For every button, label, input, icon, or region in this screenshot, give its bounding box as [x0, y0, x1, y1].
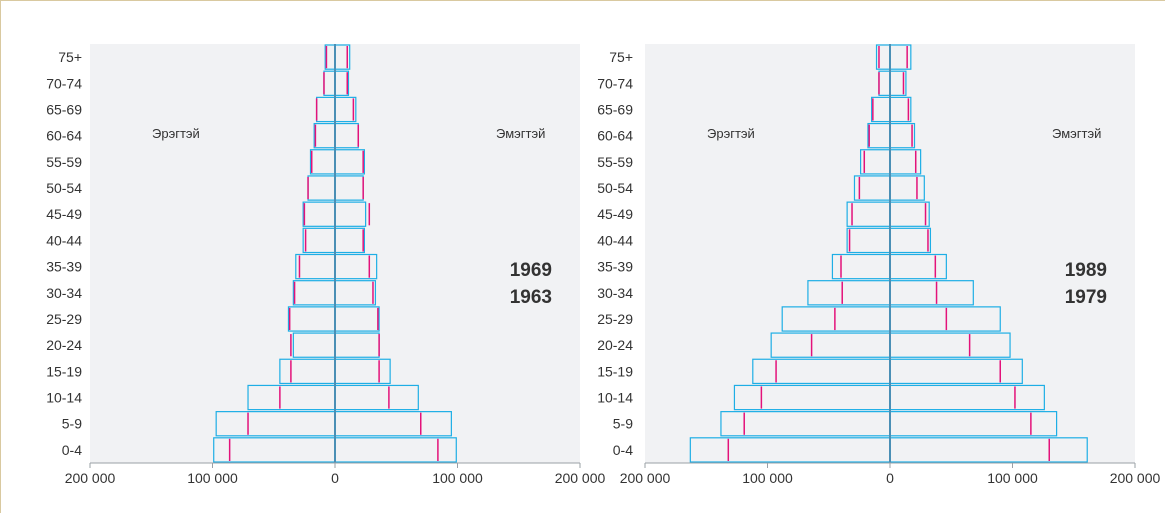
male-label: Эрэгтэй [707, 126, 755, 141]
age-label: 75+ [58, 49, 82, 65]
x-tick-label: 200 000 [555, 470, 606, 486]
x-tick-label: 100 000 [742, 470, 793, 486]
age-label: 55-59 [46, 154, 82, 170]
age-label: 45-49 [46, 206, 82, 222]
age-label: 50-54 [597, 180, 633, 196]
age-label: 40-44 [597, 232, 633, 248]
legend-year-bars: 1969 [510, 260, 552, 281]
age-label: 10-14 [597, 390, 633, 406]
age-label: 60-64 [597, 128, 633, 144]
x-tick-label: 0 [331, 470, 339, 486]
legend-year-markers: 1979 [1065, 287, 1107, 308]
age-label: 55-59 [597, 154, 633, 170]
legend-year-bars: 1989 [1065, 260, 1107, 281]
x-tick-label: 100 000 [187, 470, 238, 486]
x-tick-label: 200 000 [1110, 470, 1161, 486]
age-label: 75+ [609, 49, 633, 65]
x-tick-label: 100 000 [987, 470, 1038, 486]
age-label: 65-69 [46, 101, 82, 117]
age-label: 60-64 [46, 128, 82, 144]
x-tick-label: 200 000 [620, 470, 671, 486]
x-tick-label: 0 [886, 470, 894, 486]
age-label: 10-14 [46, 390, 82, 406]
age-label: 5-9 [613, 416, 633, 432]
age-label: 20-24 [46, 337, 82, 353]
age-label: 65-69 [597, 101, 633, 117]
age-label: 35-39 [46, 259, 82, 275]
age-label: 70-74 [46, 75, 82, 91]
x-tick-label: 100 000 [432, 470, 483, 486]
age-label: 35-39 [597, 259, 633, 275]
age-label: 15-19 [46, 363, 82, 379]
age-label: 30-34 [597, 285, 633, 301]
legend-year-markers: 1963 [510, 287, 552, 308]
female-label: Эмэгтэй [1052, 126, 1101, 141]
male-label: Эрэгтэй [152, 126, 200, 141]
x-tick-label: 200 000 [65, 470, 116, 486]
age-label: 25-29 [597, 311, 633, 327]
age-label: 20-24 [597, 337, 633, 353]
age-label: 0-4 [613, 442, 633, 458]
age-label: 45-49 [597, 206, 633, 222]
age-label: 5-9 [62, 416, 82, 432]
age-label: 50-54 [46, 180, 82, 196]
age-label: 25-29 [46, 311, 82, 327]
age-label: 0-4 [62, 442, 82, 458]
age-label: 30-34 [46, 285, 82, 301]
female-label: Эмэгтэй [496, 126, 545, 141]
age-label: 40-44 [46, 232, 82, 248]
age-label: 70-74 [597, 75, 633, 91]
age-label: 15-19 [597, 363, 633, 379]
